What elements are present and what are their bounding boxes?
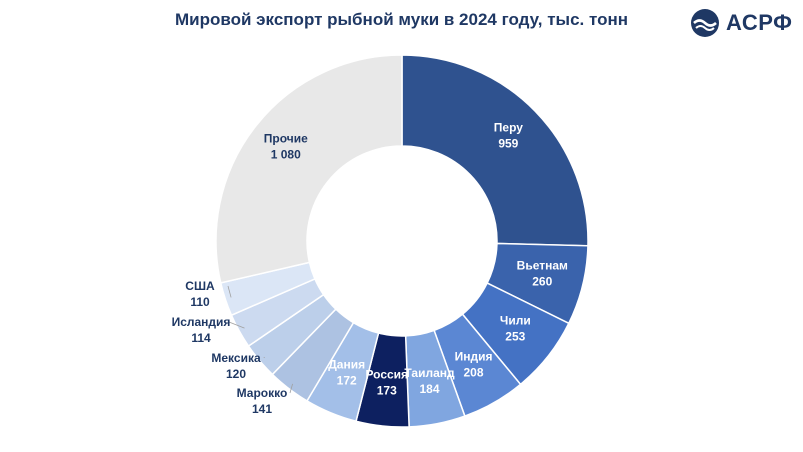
slice-label-2: Чили <box>500 314 531 328</box>
slice-value-10: 110 <box>190 295 210 309</box>
slice-value-1: 260 <box>532 275 552 289</box>
slice-label-11: Прочие <box>264 132 308 146</box>
slice-label-5: Россия <box>365 368 408 382</box>
slice-value-7: 141 <box>252 402 272 416</box>
slice-label-4: Таиланд <box>404 366 455 380</box>
slice-label-7: Марокко <box>237 386 288 400</box>
slice-value-4: 184 <box>419 382 439 396</box>
slice-label-9: Исландия <box>172 315 231 329</box>
slice-value-6: 172 <box>337 373 357 387</box>
slice-0 <box>401 54 589 247</box>
slice-value-8: 120 <box>226 367 246 381</box>
leader-line-10 <box>227 285 232 298</box>
slice-value-5: 173 <box>377 384 397 398</box>
slice-label-0: Перу <box>494 120 523 134</box>
logo-text: АСРФ <box>726 10 793 35</box>
chart-title: Мировой экспорт рыбной муки в 2024 году,… <box>175 10 628 29</box>
slice-label-3: Индия <box>455 350 493 364</box>
slice-label-1: Вьетнам <box>517 259 568 273</box>
logo: АСРФ <box>690 7 792 39</box>
slice-11 <box>215 54 403 284</box>
slice-value-11: 1 080 <box>271 148 301 162</box>
slice-value-0: 959 <box>498 136 518 150</box>
slice-value-2: 253 <box>505 330 525 344</box>
logo-wave-icon <box>691 9 719 37</box>
slice-label-8: Мексика <box>211 351 261 365</box>
slice-label-10: США <box>185 279 215 293</box>
slice-value-3: 208 <box>464 366 484 380</box>
leader-line-7 <box>289 383 293 394</box>
slice-label-6: Дания <box>328 357 365 371</box>
leader-line-9 <box>228 321 245 329</box>
slice-value-9: 114 <box>191 331 211 345</box>
